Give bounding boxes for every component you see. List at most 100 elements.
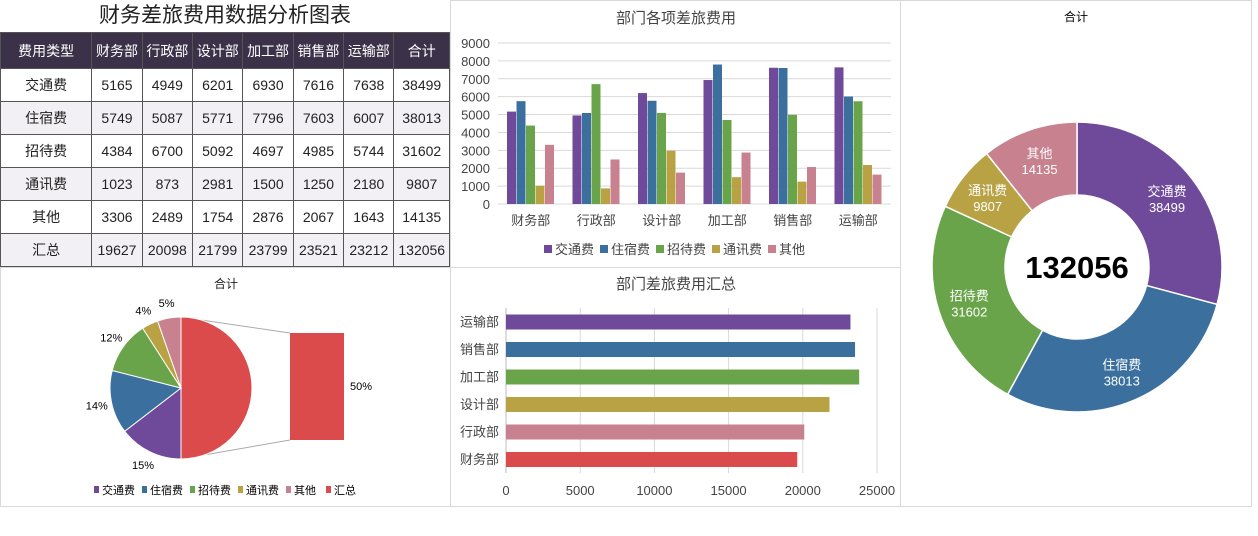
table-cell: 1500 xyxy=(242,167,294,201)
row-label: 通讯费 xyxy=(0,167,93,201)
y-tick-label: 行政部 xyxy=(460,425,499,440)
bar-住宿费 xyxy=(778,67,788,204)
legend-swatch xyxy=(238,486,243,493)
slice-value: 31602 xyxy=(951,305,987,320)
table-cell: 4697 xyxy=(242,134,294,168)
column-header: 设计部 xyxy=(192,32,244,69)
x-tick-label: 销售部 xyxy=(773,213,812,228)
bar xyxy=(506,424,805,440)
table-cell: 1643 xyxy=(343,200,395,234)
slice-value: 38499 xyxy=(1149,200,1185,215)
row-label: 住宿费 xyxy=(0,101,93,135)
bar-住宿费 xyxy=(647,100,657,204)
bar-交通费 xyxy=(507,111,516,204)
y-tick-label: 5000 xyxy=(461,108,490,123)
bar-住宿费 xyxy=(713,64,722,204)
table-cell: 7603 xyxy=(292,101,345,135)
legend-label: 交通费 xyxy=(102,483,135,497)
bar-交通费 xyxy=(638,93,647,204)
table-cell: 7616 xyxy=(292,68,345,102)
table-cell: 4985 xyxy=(292,134,345,168)
table-row: 汇总 19627 20098 21799 23799 23521 23212 132056 xyxy=(0,233,450,267)
row-label: 汇总 xyxy=(0,233,93,267)
bar-通讯费 xyxy=(797,181,807,204)
legend-swatch xyxy=(656,245,664,253)
x-tick-label: 25000 xyxy=(859,483,895,498)
donut-slice-交通费 xyxy=(1076,121,1223,306)
table-row: 其他 3306 2489 1754 2876 2067 1643 14135 xyxy=(0,200,450,234)
slice-label: 招待费 xyxy=(950,289,989,304)
column-header: 财务部 xyxy=(91,32,143,69)
x-tick-label: 5000 xyxy=(566,483,595,498)
table-cell: 6201 xyxy=(192,68,244,102)
data-label: 5% xyxy=(159,298,175,310)
table-cell: 2981 xyxy=(192,167,244,201)
pie-slice-其他 xyxy=(156,316,182,389)
x-tick-label: 20000 xyxy=(785,483,821,498)
bar-其他 xyxy=(676,172,685,204)
legend-label: 住宿费 xyxy=(150,483,183,497)
bar-其他 xyxy=(610,159,620,204)
bar-交通费 xyxy=(703,80,713,204)
bar-招待费 xyxy=(722,119,732,204)
table-cell: 6700 xyxy=(141,134,194,168)
table-cell: 31602 xyxy=(393,134,450,168)
table-cell: 14135 xyxy=(393,200,450,234)
bar-通讯费 xyxy=(863,165,872,204)
table-cell: 23799 xyxy=(242,233,294,267)
legend-swatch xyxy=(326,486,331,493)
legend-swatch xyxy=(600,245,608,253)
legend-swatch xyxy=(286,486,291,493)
donut-slice-住宿费 xyxy=(1006,284,1219,413)
table-cell: 23521 xyxy=(292,233,345,267)
y-tick-label: 7000 xyxy=(461,72,490,87)
table-cell: 2876 xyxy=(242,200,294,234)
y-tick-label: 财务部 xyxy=(460,452,499,467)
data-label: 4% xyxy=(135,306,151,318)
data-label: 14% xyxy=(86,400,108,412)
table-row: 招待费 4384 6700 5092 4697 4985 5744 31602 xyxy=(0,134,450,168)
bar-招待费 xyxy=(853,101,863,204)
table-cell: 5092 xyxy=(192,134,244,168)
legend-label: 汇总 xyxy=(334,483,356,497)
row-label: 招待费 xyxy=(0,134,93,168)
table-cell: 1023 xyxy=(91,167,143,201)
legend-swatch xyxy=(544,245,552,253)
legend-label: 通讯费 xyxy=(246,484,279,497)
donut-slice-招待费 xyxy=(931,205,1044,396)
bar-通讯费 xyxy=(601,188,610,204)
y-tick-label: 运输部 xyxy=(460,315,499,330)
table-cell: 2489 xyxy=(141,200,194,234)
column-header: 销售部 xyxy=(292,32,345,69)
bar-其他 xyxy=(872,174,882,204)
x-tick-label: 加工部 xyxy=(708,213,747,228)
table-cell: 1250 xyxy=(292,167,345,201)
table-cell: 7638 xyxy=(343,68,395,102)
legend-swatch xyxy=(94,486,99,493)
bar-住宿费 xyxy=(844,96,853,204)
y-tick-label: 加工部 xyxy=(460,370,499,385)
column-chart: 部门各项差旅费用 0 1000 2000 3000 4000 5000 6000 7000 800… xyxy=(461,10,891,257)
table-cell: 21799 xyxy=(192,233,244,267)
bar-住宿费 xyxy=(582,112,591,204)
table-cell: 2067 xyxy=(292,200,345,234)
bar-通讯费 xyxy=(666,150,676,204)
slice-value: 14135 xyxy=(1021,162,1057,177)
legend-label: 住宿费 xyxy=(611,242,650,257)
bar-住宿费 xyxy=(516,101,526,204)
column-header: 合计 xyxy=(393,32,450,69)
y-tick-label: 1000 xyxy=(461,179,490,194)
bar-招待费 xyxy=(657,112,666,204)
pie-of-pie-chart: 合计 15% 14% 12% 4% 5% 50% 交通费 住宿费 招待费 通讯费 其他 汇总 xyxy=(86,276,372,497)
legend-label: 其他 xyxy=(294,484,316,497)
y-tick-label: 9000 xyxy=(461,36,490,51)
x-tick-label: 财务部 xyxy=(511,213,550,228)
legend-swatch xyxy=(712,245,720,253)
legend-swatch xyxy=(142,486,147,493)
bar-通讯费 xyxy=(732,177,741,204)
chart-title: 部门各项差旅费用 xyxy=(616,10,736,27)
bar-其他 xyxy=(741,152,751,204)
y-tick-label: 8000 xyxy=(461,54,490,69)
expense-table: 费用类型 财务部 行政部 设计部 加工部 销售部 运输部 合计 交通费 5165 4949 6201… xyxy=(0,32,450,267)
legend-swatch xyxy=(190,486,195,493)
